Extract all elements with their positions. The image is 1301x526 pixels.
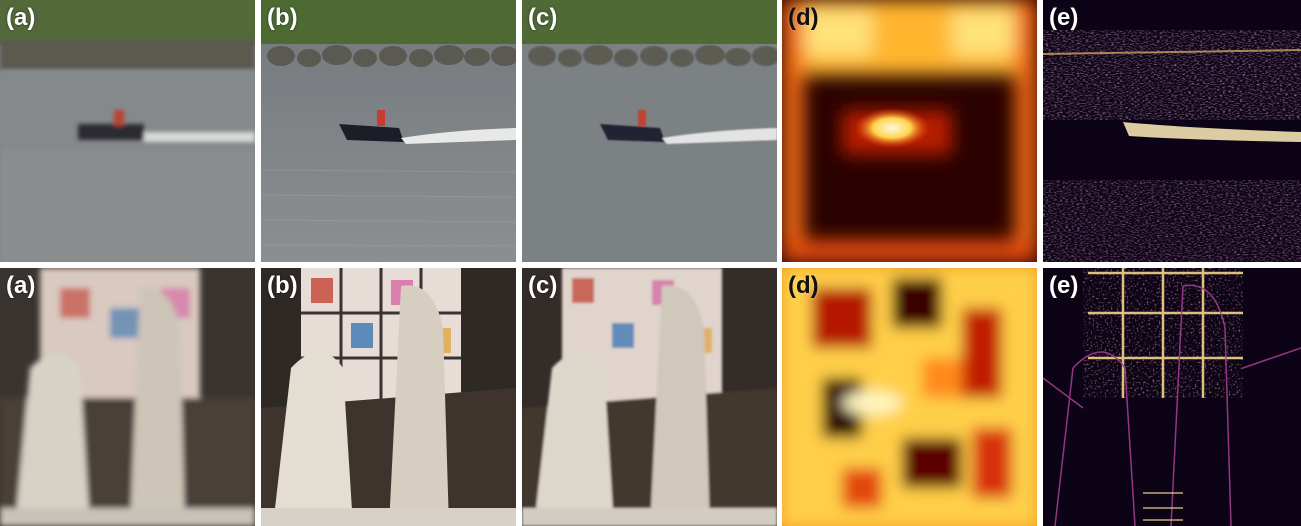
boat-heatmap-panel: (d) — [782, 0, 1037, 262]
boat-reconstructed-image — [522, 0, 777, 262]
boat-lowres-panel: (a) — [0, 0, 255, 262]
boat-highres-image — [261, 0, 516, 262]
statues-heatmap-image — [782, 268, 1037, 526]
statues-lowres-image — [0, 268, 255, 526]
boat-error-map-image — [1043, 0, 1301, 262]
boat-lowres-image — [0, 0, 255, 262]
boat-highres-panel: (b) — [261, 0, 516, 262]
statues-highres-panel: (b) — [261, 268, 516, 526]
statues-heatmap-panel: (d) — [782, 268, 1037, 526]
boat-reconstructed-panel: (c) — [522, 0, 777, 262]
statues-lowres-panel: (a) — [0, 268, 255, 526]
statues-error-map-panel: (e) — [1043, 268, 1301, 526]
statues-reconstructed-image — [522, 268, 777, 526]
boat-error-map-panel: (e) — [1043, 0, 1301, 262]
statues-highres-image — [261, 268, 516, 526]
boat-heatmap-image — [782, 0, 1037, 262]
statues-error-map-image — [1043, 268, 1301, 526]
statues-reconstructed-panel: (c) — [522, 268, 777, 526]
